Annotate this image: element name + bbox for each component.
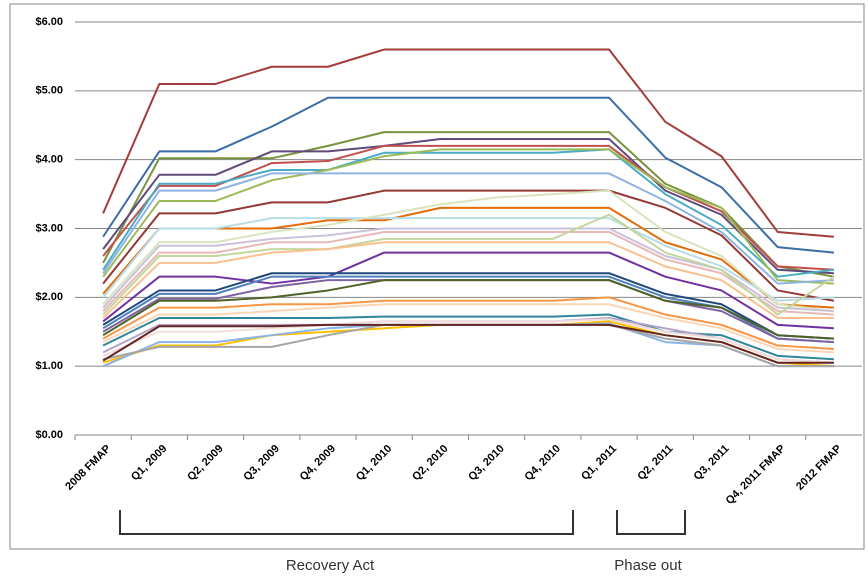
series-line bbox=[102, 96, 834, 254]
x-tick-label: Q4, 2009 bbox=[298, 443, 338, 483]
x-tick-label: Q1, 2009 bbox=[129, 443, 169, 483]
x-tick-label: Q2, 2009 bbox=[185, 443, 225, 483]
series-line bbox=[102, 318, 834, 364]
series-line bbox=[102, 279, 834, 340]
x-tick-label: Q1, 2010 bbox=[354, 443, 394, 483]
x-tick-label: Q3, 2009 bbox=[241, 443, 281, 483]
x-tick-label: Q2, 2011 bbox=[635, 443, 675, 483]
x-tick-label: Q3, 2010 bbox=[466, 443, 506, 483]
series-line bbox=[102, 313, 834, 361]
series-line bbox=[102, 272, 834, 340]
x-tick-label: Q3, 2011 bbox=[692, 443, 732, 483]
x-tick-label: Q1, 2011 bbox=[579, 443, 619, 483]
series-line bbox=[102, 217, 834, 302]
chart-border bbox=[9, 3, 865, 550]
y-tick-label: $0.00 bbox=[35, 429, 63, 441]
y-tick-label: $4.00 bbox=[35, 154, 63, 166]
y-tick-label: $6.00 bbox=[35, 16, 63, 28]
x-tick-label: Q2, 2010 bbox=[410, 443, 450, 483]
series-line bbox=[102, 241, 834, 319]
x-tick-label: Q4, 2010 bbox=[523, 443, 563, 483]
y-tick-label: $5.00 bbox=[35, 85, 63, 97]
series-line bbox=[102, 148, 834, 285]
series-line bbox=[102, 251, 834, 330]
series-line bbox=[102, 172, 834, 285]
series-line bbox=[102, 189, 835, 313]
series-line bbox=[102, 279, 834, 344]
x-tick-label: Q4, 2011 FMAP bbox=[724, 443, 788, 507]
series-line bbox=[102, 296, 834, 350]
annotation: Phase out bbox=[614, 557, 682, 574]
y-tick-label: $3.00 bbox=[35, 222, 63, 234]
series-line bbox=[102, 323, 834, 364]
series-line bbox=[102, 131, 835, 278]
series-line bbox=[102, 230, 834, 316]
y-tick-label: $2.00 bbox=[35, 291, 63, 303]
series-line bbox=[102, 48, 834, 238]
y-tick-label: $1.00 bbox=[35, 360, 63, 372]
annotation: Recovery Act bbox=[286, 557, 375, 574]
recovery-bracket bbox=[119, 510, 574, 535]
series-line bbox=[102, 213, 835, 316]
series-line bbox=[102, 206, 834, 309]
phase-out-bracket bbox=[616, 510, 686, 535]
series-line bbox=[102, 303, 834, 354]
series-line bbox=[102, 138, 834, 275]
series-line bbox=[102, 189, 835, 302]
x-tick-label: 2008 FMAP bbox=[63, 443, 113, 493]
x-tick-label: 2012 FMAP bbox=[794, 443, 844, 493]
series-line bbox=[102, 148, 835, 278]
